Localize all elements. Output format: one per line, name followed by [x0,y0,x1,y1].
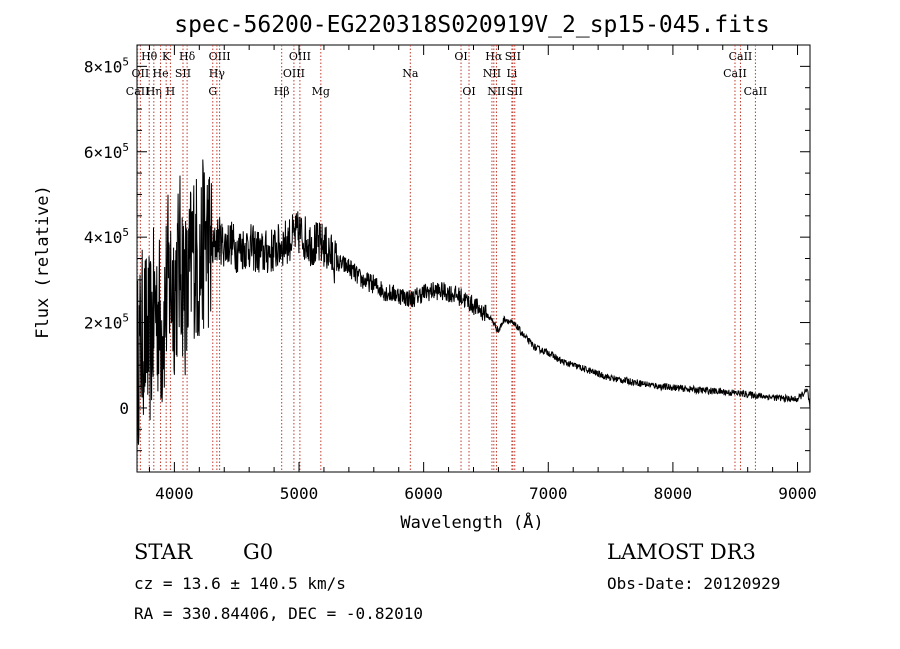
spectral-line-label: Hθ [141,50,158,63]
y-tick-label: 8×105 [84,55,129,76]
spectral-line-label: SII [507,85,523,98]
spectral-line-label: OI [454,50,467,63]
object-subclass: G0 [243,540,274,564]
y-tick-mantissa: 6×10 [84,143,123,162]
y-tick-exponent: 5 [122,55,129,68]
chart-title: spec-56200-EG220318S020919V_2_sp15-045.f… [174,12,769,38]
axis-ticks-layer: 4000 5000 6000 7000 8000 900002×1054×1056×105… [84,44,817,503]
y-tick-mantissa: 0 [119,399,129,418]
survey-name: LAMOST DR3 [607,540,756,564]
y-tick-label: 0 [119,399,129,418]
x-tick-label: 4000 [155,484,194,503]
spectral-line-label: Mg [312,85,330,98]
spectral-line-label: CaII [126,85,150,98]
x-axis-label: Wavelength (Å) [400,511,543,533]
spectral-line-label: Hη [146,85,162,98]
series-layer [136,159,811,445]
spectral-line-label: OIII [283,67,305,80]
spectral-line-label: OIII [289,50,311,63]
spectral-line-label: OIII [209,50,231,63]
spectral-line-label: Hγ [209,67,226,80]
y-tick-mantissa: 2×10 [84,314,123,333]
y-tick-label: 2×105 [84,312,129,333]
spectral-line-label: G [208,85,217,98]
redshift-info: cz = 13.6 ± 140.5 km/s [134,574,346,593]
obs-date: Obs-Date: 20120929 [607,574,781,593]
coordinates: RA = 330.84406, DEC = -0.82010 [134,604,423,623]
y-tick-label: 6×105 [84,141,129,162]
x-tick-label: 6000 [404,484,443,503]
y-tick-exponent: 5 [122,312,129,325]
y-tick-exponent: 5 [122,141,129,154]
y-tick-mantissa: 8×10 [84,57,123,76]
spectral-line-label: CaII [729,50,753,63]
spectral-line-label: Hδ [179,50,196,63]
spectral-line-label: CaII [744,85,768,98]
y-tick-exponent: 5 [122,226,129,239]
spectral-line-label: Hβ [274,85,290,98]
spectral-line-label: He [153,67,169,80]
spectral-line-label: SII [175,67,191,80]
spectral-line-label: K [162,50,171,63]
y-tick-mantissa: 4×10 [84,228,123,247]
x-tick-label: 5000 [280,484,319,503]
spectral-line-label: H [166,85,176,98]
spectral-line-label: OII [132,67,150,80]
y-tick-label: 4×105 [84,226,129,247]
spectral-line-label: Hα [485,50,503,63]
spectral-line-label: OI [462,85,475,98]
x-tick-label: 9000 [778,484,817,503]
spectral-line-label: NII [487,85,505,98]
object-class: STAR [134,540,193,564]
spectral-line-label: SII [505,50,521,63]
flux-series-line [136,159,811,445]
x-tick-label: 8000 [654,484,693,503]
spectral-line-label: NII [483,67,501,80]
y-axis-label: Flux (relative) [33,185,53,339]
spectral-line-label: Na [402,67,419,80]
spectral-line-label: CaII [723,67,747,80]
x-tick-label: 7000 [529,484,568,503]
spectral-line-label: Li [506,67,517,80]
